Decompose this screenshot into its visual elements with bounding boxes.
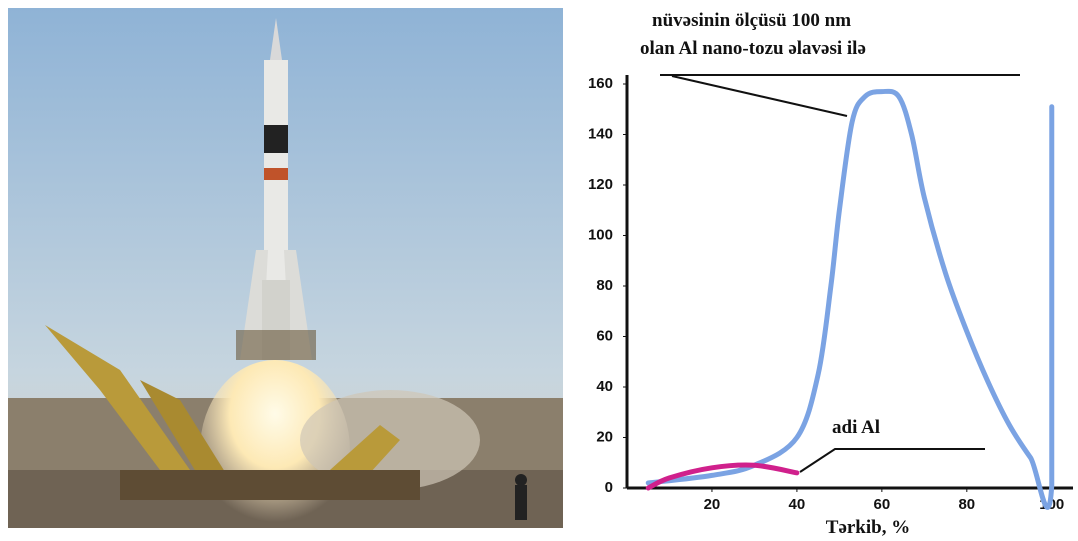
y-tick-label: 160 [588,75,613,92]
y-tick-label: 140 [588,125,613,142]
y-tick-label: 100 [588,226,613,243]
x-tick-label: 60 [874,496,891,513]
leader-line [800,449,985,472]
x-axis-label: Tərkib, % [826,517,910,538]
series-line [648,91,1052,507]
y-tick-label: 60 [596,327,613,344]
leader-line [672,76,847,116]
y-tick-label: 20 [596,428,613,445]
series-line [648,465,797,488]
y-tick-label: 0 [605,479,613,496]
y-tick-label: 40 [596,378,613,395]
x-tick-label: 20 [704,496,721,513]
x-tick-label: 80 [958,496,975,513]
annotation: nüvəsinin ölçüsü 100 nm [652,10,851,31]
y-tick-label: 120 [588,176,613,193]
annotation: olan Al nano-tozu əlavəsi ilə [640,38,866,59]
y-tick-label: 80 [596,277,613,294]
rocket-photo [8,8,563,540]
annotation: adi Al [832,417,880,438]
chart: nüvəsinin ölçüsü 100 nm olan Al nano-toz… [588,10,1073,538]
x-tick-label: 40 [789,496,806,513]
page: nüvəsinin ölçüsü 100 nm olan Al nano-toz… [0,0,1078,541]
